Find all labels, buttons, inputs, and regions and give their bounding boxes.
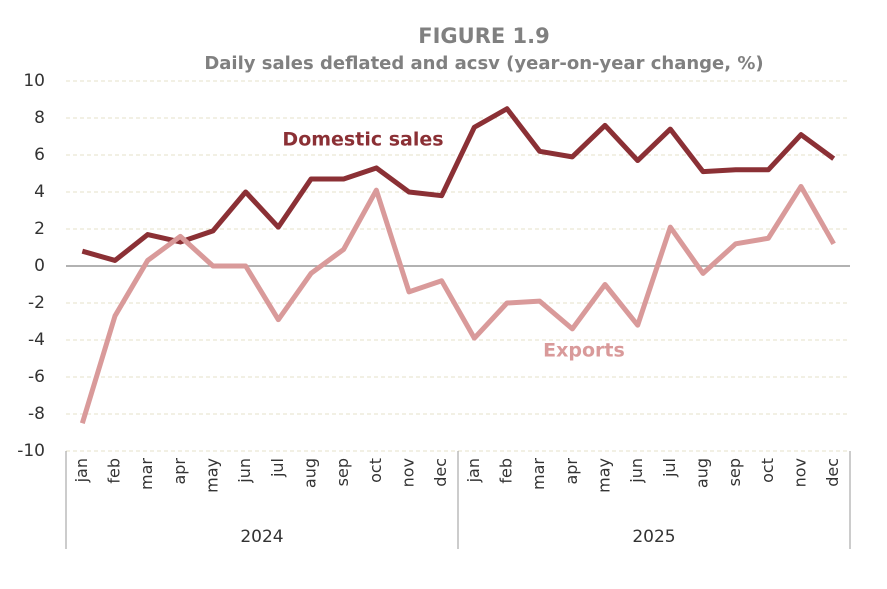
chart-subtitle: Daily sales deflated and acsv (year-on-y… bbox=[204, 53, 763, 74]
x-tick-label: nov bbox=[791, 458, 810, 487]
x-tick-label: jun bbox=[627, 458, 646, 484]
x-tick-label: jul bbox=[268, 458, 287, 478]
y-tick-label: -2 bbox=[28, 293, 45, 313]
y-tick-label: 4 bbox=[34, 182, 45, 202]
chart-title: FIGURE 1.9 bbox=[418, 24, 549, 48]
x-tick-label: jun bbox=[235, 458, 254, 484]
x-tick-label: feb bbox=[105, 458, 124, 484]
x-tick-label: may bbox=[203, 458, 222, 493]
x-tick-label: mar bbox=[137, 458, 156, 490]
y-tick-label: 6 bbox=[34, 145, 45, 165]
x-tick-label: jul bbox=[660, 458, 679, 478]
series-label: Exports bbox=[543, 340, 625, 362]
x-tick-label: nov bbox=[399, 458, 418, 487]
x-tick-label: apr bbox=[170, 458, 189, 485]
y-tick-label: -10 bbox=[17, 441, 45, 461]
x-tick-label: jan bbox=[72, 458, 91, 483]
x-tick-label: oct bbox=[366, 458, 385, 483]
x-tick-label: sep bbox=[725, 458, 744, 486]
x-tick-label: mar bbox=[529, 458, 548, 490]
x-tick-label: dec bbox=[431, 458, 450, 487]
x-tick-label: dec bbox=[823, 458, 842, 487]
x-tick-label: oct bbox=[758, 458, 777, 483]
y-tick-label: 8 bbox=[34, 108, 45, 128]
group-label: 2025 bbox=[632, 527, 675, 547]
y-tick-label: 2 bbox=[34, 219, 45, 239]
y-tick-label: -8 bbox=[28, 404, 45, 424]
x-tick-label: sep bbox=[333, 458, 352, 486]
y-tick-label: -4 bbox=[28, 330, 45, 350]
x-tick-label: feb bbox=[497, 458, 516, 484]
x-tick-label: may bbox=[595, 458, 614, 493]
group-label: 2024 bbox=[240, 527, 283, 547]
x-tick-label: aug bbox=[301, 458, 320, 488]
y-tick-label: 0 bbox=[34, 256, 45, 276]
y-tick-label: 10 bbox=[23, 71, 45, 91]
x-tick-label: apr bbox=[562, 458, 581, 485]
series-line bbox=[81, 106, 836, 263]
x-tick-label: jan bbox=[464, 458, 483, 483]
series-label: Domestic sales bbox=[282, 129, 443, 151]
y-tick-label: -6 bbox=[28, 367, 45, 387]
x-tick-label: aug bbox=[693, 458, 712, 488]
series-line bbox=[79, 183, 836, 424]
